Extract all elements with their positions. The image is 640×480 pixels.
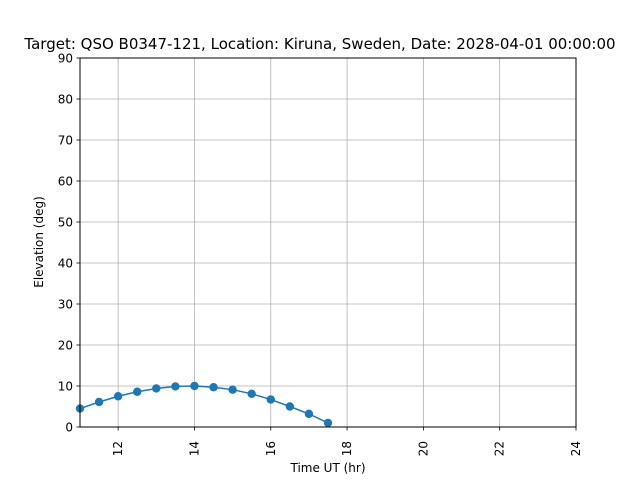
y-tick-label: 0: [65, 421, 73, 435]
data-point: [266, 395, 275, 404]
x-tick-label: 12: [111, 441, 125, 456]
data-point: [171, 382, 180, 391]
x-tick-label: 20: [416, 441, 430, 456]
x-tick-label: 24: [569, 441, 583, 456]
plot-frame: [79, 57, 577, 428]
y-tick-label: 20: [58, 339, 73, 353]
x-tick-label: 14: [187, 441, 201, 456]
x-axis-label: Time UT (hr): [289, 461, 365, 475]
data-point: [304, 409, 314, 419]
axis-ticks: 12 14 16 18 20 22 24 0 10 20 30 40 50 60 70 80 90: [58, 52, 583, 457]
data-point: [247, 389, 256, 398]
y-tick-label: 40: [58, 257, 73, 271]
y-tick-label: 80: [58, 93, 73, 107]
y-axis-label: Elevation (deg): [32, 196, 46, 288]
data-point: [228, 385, 237, 394]
data-point: [133, 387, 142, 396]
y-tick-label: 60: [58, 175, 73, 189]
x-tick-label: 18: [340, 441, 354, 456]
data-point: [285, 402, 295, 411]
x-tick-label: 16: [264, 441, 278, 456]
y-tick-label: 90: [58, 52, 73, 66]
x-tick-label: 22: [493, 441, 507, 456]
data-point: [209, 383, 218, 392]
data-point: [94, 397, 104, 407]
data-point: [113, 392, 123, 401]
y-tick-label: 50: [58, 216, 73, 230]
chart-title: Target: QSO B0347-121, Location: Kiruna,…: [23, 35, 615, 53]
data-point: [190, 381, 199, 391]
y-tick-label: 70: [58, 134, 73, 148]
series-layer: [75, 381, 333, 428]
data-point: [152, 384, 161, 393]
y-tick-label: 30: [58, 298, 73, 312]
y-tick-label: 10: [58, 380, 73, 394]
data-point: [323, 418, 333, 428]
plot-area: [80, 58, 576, 427]
